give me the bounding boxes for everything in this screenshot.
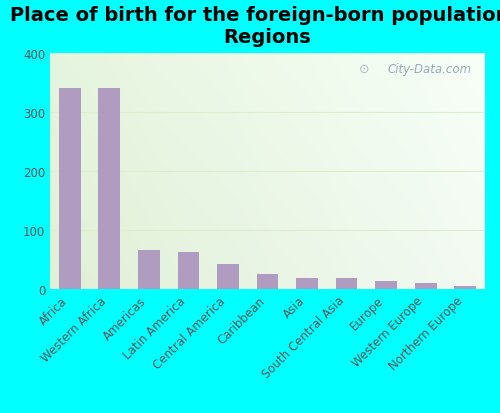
Bar xyxy=(376,281,397,289)
Bar xyxy=(415,284,436,289)
Text: City-Data.com: City-Data.com xyxy=(388,63,472,76)
Bar xyxy=(336,278,357,289)
Bar xyxy=(296,278,318,289)
Text: ⊙: ⊙ xyxy=(359,63,370,76)
Bar xyxy=(98,89,120,289)
Bar xyxy=(454,287,476,289)
Bar xyxy=(178,252,200,289)
Title: Place of birth for the foreign-born population -
Regions: Place of birth for the foreign-born popu… xyxy=(10,6,500,47)
Bar xyxy=(59,89,80,289)
Bar xyxy=(217,264,239,289)
Bar xyxy=(256,274,278,289)
Bar xyxy=(138,251,160,289)
